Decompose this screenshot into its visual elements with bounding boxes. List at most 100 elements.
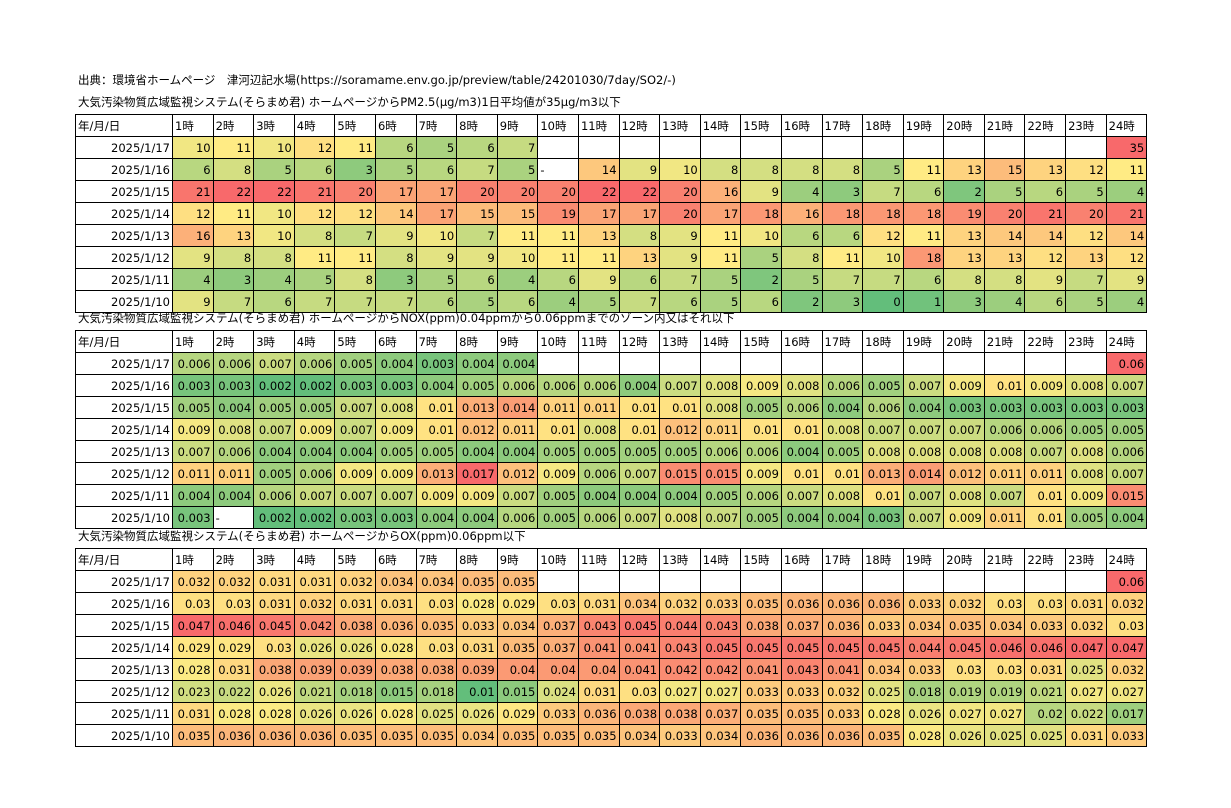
- value-cell: 0.04: [537, 658, 579, 681]
- value-cell: 10: [253, 224, 295, 247]
- value-cell: 0.027: [1105, 680, 1148, 703]
- value-cell: 0.007: [374, 484, 417, 507]
- value-cell: 0.036: [293, 724, 336, 747]
- value-cell: 9: [1105, 268, 1148, 291]
- hour-column-header: 6時: [374, 114, 417, 137]
- value-cell: 0.042: [293, 614, 336, 637]
- value-cell: 0.035: [415, 614, 458, 637]
- value-cell: 0.043: [659, 636, 701, 659]
- value-cell: 0.034: [618, 592, 661, 615]
- value-cell: 0.012: [659, 418, 701, 441]
- value-cell: 0.047: [172, 614, 214, 637]
- value-cell: 0.008: [902, 440, 945, 463]
- value-cell: 0.038: [618, 702, 661, 725]
- value-cell: 0.006: [740, 440, 782, 463]
- hour-column-header: 24時: [1105, 548, 1148, 571]
- value-cell: 0.008: [821, 418, 864, 441]
- value-cell: 0.006: [740, 484, 782, 507]
- value-cell: 0.014: [902, 462, 945, 485]
- value-cell: 11: [699, 224, 742, 247]
- value-cell: 0.012: [943, 462, 985, 485]
- value-cell: 13: [577, 224, 620, 247]
- value-cell: 0.03: [212, 592, 255, 615]
- value-cell: 5: [699, 290, 742, 313]
- value-cell: 16: [172, 224, 214, 247]
- value-cell: [983, 352, 1026, 375]
- value-cell: 0.009: [415, 484, 458, 507]
- value-cell: 6: [780, 224, 823, 247]
- value-cell: 0.038: [415, 658, 458, 681]
- date-cell: 2025/1/16: [75, 592, 173, 615]
- value-cell: 8: [374, 246, 417, 269]
- value-cell: 0.031: [1065, 592, 1107, 615]
- nox-caption: 大気汚染物質広域監視システム(そらまめ君) ホームページからNOX(ppm)0.…: [78, 311, 735, 325]
- value-cell: 0.005: [293, 396, 336, 419]
- value-cell: 0.006: [780, 396, 823, 419]
- value-cell: 0.007: [1024, 440, 1067, 463]
- value-cell: 0.011: [983, 462, 1026, 485]
- value-cell: 0.007: [780, 484, 823, 507]
- value-cell: 0.003: [1065, 396, 1107, 419]
- value-cell: [902, 570, 945, 593]
- value-cell: 5: [699, 268, 742, 291]
- value-cell: 20: [496, 180, 539, 203]
- date-cell: 2025/1/10: [75, 506, 173, 529]
- value-cell: 0.005: [862, 374, 904, 397]
- value-cell: [659, 136, 701, 159]
- value-cell: 0.036: [780, 724, 823, 747]
- value-cell: 0.004: [253, 440, 295, 463]
- date-cell: 2025/1/17: [75, 570, 173, 593]
- value-cell: 0.045: [780, 636, 823, 659]
- value-cell: 0.04: [577, 658, 620, 681]
- hour-column-header: 22時: [1024, 114, 1067, 137]
- value-cell: 4: [983, 290, 1026, 313]
- header-row: 年/月/日 1時 2時 3時 4時 5時 6時 7時 8時 9時 10時 11時 12時 13時 14時 15…: [75, 114, 1148, 137]
- value-cell: 0.003: [943, 396, 985, 419]
- value-cell: 0.034: [902, 614, 945, 637]
- value-cell: 0.01: [415, 396, 458, 419]
- value-cell: 0.031: [334, 592, 376, 615]
- value-cell: 0.033: [902, 592, 945, 615]
- value-cell: 16: [780, 202, 823, 225]
- hour-column-header: 4時: [293, 114, 336, 137]
- header-row: 年/月/日 1時 2時 3時 4時 5時 6時 7時 8時 9時 10時 11時 12時 13時 14時 15…: [75, 548, 1148, 571]
- value-cell: 0.036: [821, 614, 864, 637]
- value-cell: 0.036: [821, 724, 864, 747]
- value-cell: 6: [740, 290, 782, 313]
- date-cell: 2025/1/10: [75, 724, 173, 747]
- value-cell: 0.031: [293, 570, 336, 593]
- value-cell: 0.007: [172, 440, 214, 463]
- value-cell: 0.01: [821, 462, 864, 485]
- value-cell: 9: [740, 180, 782, 203]
- value-cell: 0.028: [862, 702, 904, 725]
- value-cell: 0.011: [537, 396, 579, 419]
- value-cell: 0.026: [293, 702, 336, 725]
- value-cell: 5: [740, 246, 782, 269]
- date-column-header: 年/月/日: [75, 114, 173, 137]
- value-cell: 0.035: [577, 724, 620, 747]
- value-cell: 0.005: [537, 484, 579, 507]
- value-cell: 0.007: [659, 374, 701, 397]
- value-cell: 0.031: [253, 592, 295, 615]
- value-cell: 0.002: [293, 506, 336, 529]
- value-cell: 0.027: [1065, 680, 1107, 703]
- hour-column-header: 24時: [1105, 114, 1148, 137]
- value-cell: 0.036: [862, 592, 904, 615]
- value-cell: 0.01: [740, 418, 782, 441]
- value-cell: 11: [1105, 158, 1148, 181]
- hour-column-header: 1時: [172, 548, 214, 571]
- value-cell: 0.018: [334, 680, 376, 703]
- date-cell: 2025/1/12: [75, 680, 173, 703]
- value-cell: 0.005: [537, 440, 579, 463]
- value-cell: 0.005: [821, 440, 864, 463]
- table-row: 2025/1/13 0.028 0.031 0.038 0.039 0.039 0.038 0…: [75, 658, 1148, 681]
- value-cell: 6: [253, 290, 295, 313]
- value-cell: 0.025: [983, 724, 1026, 747]
- value-cell: 14: [983, 224, 1026, 247]
- hour-column-header: 20時: [943, 548, 985, 571]
- value-cell: 0.033: [537, 702, 579, 725]
- value-cell: 0.005: [1105, 418, 1148, 441]
- value-cell: 9: [172, 246, 214, 269]
- hour-column-header: 5時: [334, 330, 376, 353]
- value-cell: 0.01: [537, 418, 579, 441]
